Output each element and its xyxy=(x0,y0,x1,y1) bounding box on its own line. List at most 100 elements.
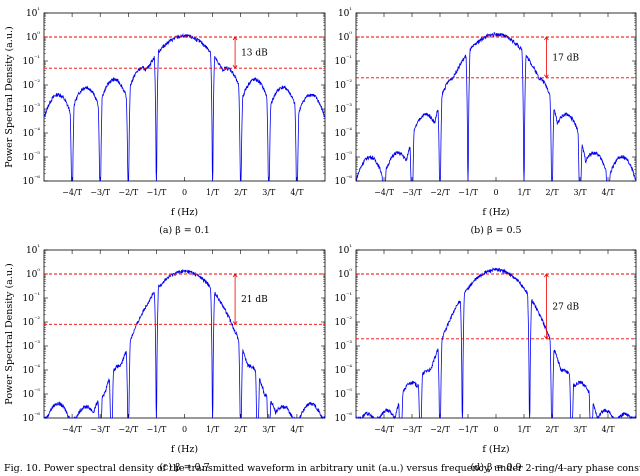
x-tick-label: −4/T xyxy=(374,188,394,197)
x-tick-label: 4/T xyxy=(290,188,304,197)
arrow-head xyxy=(234,36,238,41)
plot-area xyxy=(43,249,326,419)
y-tick-label: 10⁻¹ xyxy=(335,54,353,67)
y-tick-label: 10⁻⁴ xyxy=(335,363,353,376)
y-tick-label: 10⁻² xyxy=(23,78,41,91)
y-tick-label: 10⁻³ xyxy=(335,339,353,352)
x-tick-label: −1/T xyxy=(458,188,478,197)
panel-caption: (c) β = 0.7 xyxy=(159,462,209,473)
arrow-head xyxy=(232,273,236,278)
y-tick-label: 10⁻¹ xyxy=(23,291,41,304)
y-tick-label: 10⁰ xyxy=(26,267,40,280)
x-tick-label: −1/T xyxy=(146,425,166,434)
x-tick-label: −3/T xyxy=(90,425,110,434)
gap-annotation: 21 dB xyxy=(241,295,268,305)
spectrum-line xyxy=(43,33,326,182)
x-tick-label: 0 xyxy=(182,425,187,434)
arrow-head xyxy=(544,273,547,278)
y-tick-label: 10⁻² xyxy=(335,78,353,91)
x-tick-label: 0 xyxy=(493,188,498,197)
gap-annotation: 27 dB xyxy=(552,302,579,312)
y-tick-label: 10¹ xyxy=(338,243,352,256)
arrow-head xyxy=(546,74,549,78)
x-tick-label: 4/T xyxy=(290,425,304,434)
x-tick-label: 3/T xyxy=(573,188,587,197)
plot-area xyxy=(43,12,326,182)
x-tick-label: 3/T xyxy=(262,188,276,197)
x-tick-label: −3/T xyxy=(402,425,422,434)
spectrum-line xyxy=(43,268,326,420)
x-axis-label: f (Hz) xyxy=(171,444,198,455)
chart-panel-3: 10⁻⁶ 10⁻⁵ 10⁻⁴ 10⁻³ 10⁻² 10⁻¹ 10⁰ 10¹ −4/T −3/T −2… xyxy=(4,243,326,473)
x-tick-label: 4/T xyxy=(601,425,615,434)
arrow-head xyxy=(234,273,238,278)
x-tick-label: 2/T xyxy=(234,425,248,434)
chart-panel-1: 10⁻⁶ 10⁻⁵ 10⁻⁴ 10⁻³ 10⁻² 10⁻¹ 10⁰ 10¹ −4/T −3/T −2… xyxy=(4,6,326,236)
arrow-head xyxy=(544,74,547,78)
x-tick-label: −4/T xyxy=(62,188,82,197)
arrow-head xyxy=(234,321,238,325)
y-tick-label: 10⁰ xyxy=(338,267,352,280)
y-tick-label: 10⁻² xyxy=(335,315,353,328)
arrow-head xyxy=(232,36,236,41)
chart-panel-4: 10⁻⁶ 10⁻⁵ 10⁻⁴ 10⁻³ 10⁻² 10⁻¹ 10⁰ 10¹ −4/T −3/T −2… xyxy=(335,243,637,473)
y-tick-label: 10⁻³ xyxy=(23,339,41,352)
y-tick-label: 10⁻³ xyxy=(23,102,41,115)
x-tick-label: 3/T xyxy=(262,425,276,434)
panel-caption: (b) β = 0.5 xyxy=(470,225,521,236)
x-tick-label: −3/T xyxy=(402,188,422,197)
y-tick-label: 10⁻⁶ xyxy=(335,174,353,187)
x-tick-label: −1/T xyxy=(458,425,478,434)
y-axis-label: Power Spectral Density (a.u.) xyxy=(4,26,15,167)
x-tick-label: −4/T xyxy=(374,425,394,434)
y-tick-label: 10¹ xyxy=(26,243,40,256)
y-tick-label: 10⁻⁵ xyxy=(335,150,353,163)
x-tick-label: 3/T xyxy=(573,425,587,434)
x-axis-label: f (Hz) xyxy=(482,444,509,455)
panel-caption: (a) β = 0.1 xyxy=(159,225,210,236)
x-tick-label: −3/T xyxy=(90,188,110,197)
y-tick-label: 10¹ xyxy=(26,6,40,19)
y-tick-label: 10⁻⁶ xyxy=(23,411,41,424)
arrow-head xyxy=(232,65,236,69)
plot-area xyxy=(355,249,637,419)
x-tick-label: 1/T xyxy=(206,425,220,434)
x-tick-label: 1/T xyxy=(206,188,220,197)
x-axis-label: f (Hz) xyxy=(482,207,509,218)
gap-annotation: 17 dB xyxy=(552,53,579,63)
x-tick-label: 2/T xyxy=(545,188,559,197)
x-tick-label: −1/T xyxy=(146,188,166,197)
chart-panel-2: 10⁻⁶ 10⁻⁵ 10⁻⁴ 10⁻³ 10⁻² 10⁻¹ 10⁰ 10¹ −4/T −3/T −2… xyxy=(335,6,637,236)
y-tick-label: 10⁻² xyxy=(23,315,41,328)
plot-area xyxy=(355,12,637,182)
x-tick-label: −2/T xyxy=(118,188,138,197)
arrow-head xyxy=(546,273,549,278)
y-tick-label: 10⁻¹ xyxy=(335,291,353,304)
y-axis-label: Power Spectral Density (a.u.) xyxy=(4,263,15,404)
x-tick-label: 2/T xyxy=(545,425,559,434)
arrow-head xyxy=(234,65,238,69)
arrow-head xyxy=(544,36,547,41)
arrow-head xyxy=(546,36,549,41)
x-tick-label: −2/T xyxy=(430,188,450,197)
x-tick-label: 4/T xyxy=(601,188,615,197)
y-tick-label: 10⁰ xyxy=(26,30,40,43)
x-tick-label: 0 xyxy=(493,425,498,434)
x-tick-label: −4/T xyxy=(62,425,82,434)
x-tick-label: −2/T xyxy=(430,425,450,434)
y-tick-label: 10¹ xyxy=(338,6,352,19)
y-tick-label: 10⁻⁶ xyxy=(23,174,41,187)
x-tick-label: −2/T xyxy=(118,425,138,434)
panel-caption: (d) β = 0.9 xyxy=(470,462,521,473)
figure-caption: Fig. 10. Power spectral density of the t… xyxy=(4,463,640,474)
arrow-head xyxy=(232,321,236,325)
y-tick-label: 10⁻⁵ xyxy=(23,150,41,163)
y-tick-label: 10⁻⁵ xyxy=(335,387,353,400)
y-tick-label: 10⁻³ xyxy=(335,102,353,115)
arrow-head xyxy=(546,335,549,339)
spectrum-line xyxy=(355,267,637,420)
y-tick-label: 10⁻⁴ xyxy=(23,126,41,139)
y-tick-label: 10⁻⁵ xyxy=(23,387,41,400)
y-tick-label: 10⁰ xyxy=(338,30,352,43)
gap-annotation: 13 dB xyxy=(241,49,268,59)
